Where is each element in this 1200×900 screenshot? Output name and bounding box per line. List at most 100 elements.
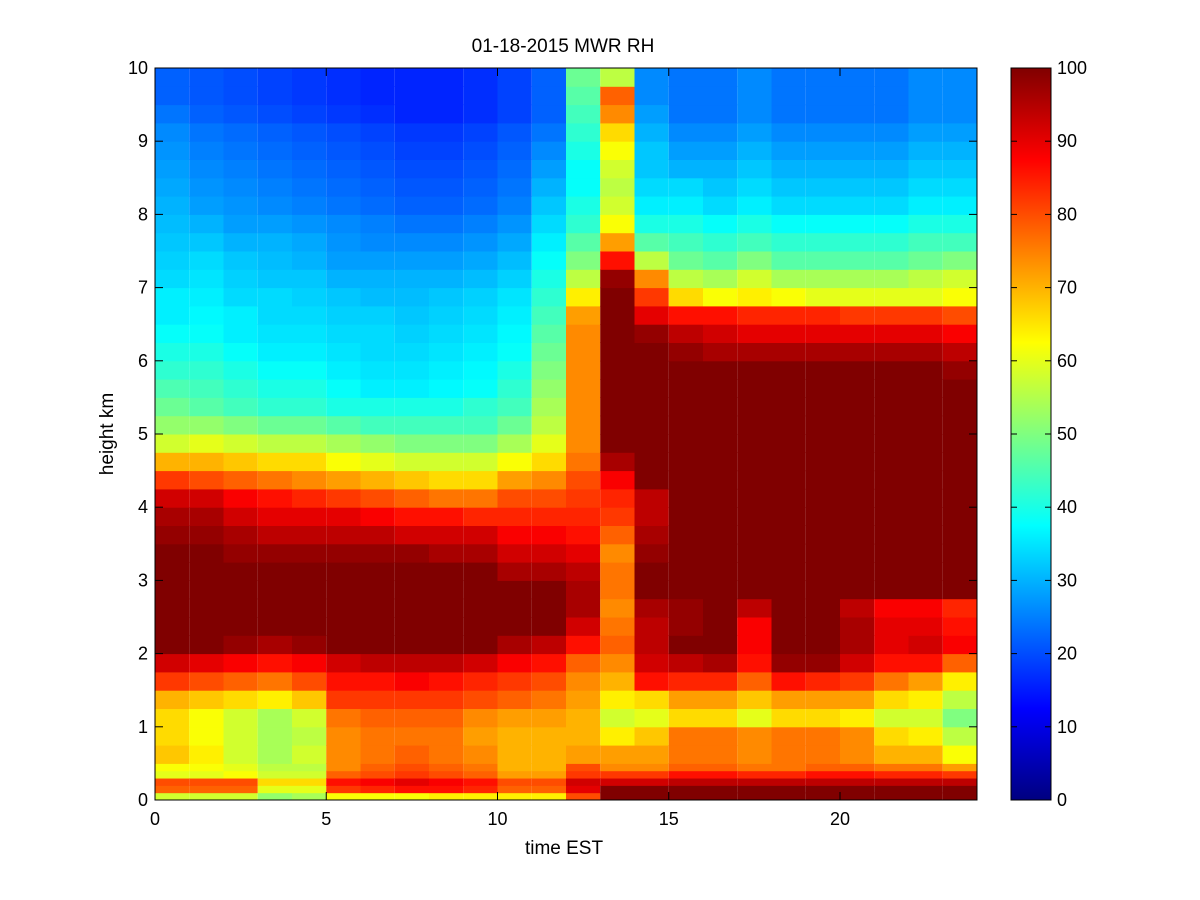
heatmap-cell — [223, 196, 258, 215]
heatmap-cell — [531, 214, 566, 234]
heatmap-cell — [326, 68, 361, 87]
heatmap-cell — [292, 770, 327, 779]
heatmap-cell — [600, 141, 635, 160]
heatmap-cell — [223, 86, 258, 106]
heatmap-cell — [257, 287, 292, 307]
heatmap-cell — [805, 543, 840, 563]
heatmap-cell — [668, 580, 703, 600]
heatmap-cell — [257, 86, 292, 106]
heatmap-cell — [908, 196, 943, 215]
heatmap-cell — [223, 617, 258, 636]
heatmap-cell — [360, 763, 395, 772]
heatmap-cell — [737, 635, 772, 655]
heatmap-cell — [292, 671, 327, 691]
heatmap-cell — [737, 763, 772, 772]
heatmap-cell — [566, 177, 601, 197]
heatmap-cell — [155, 653, 190, 673]
heatmap-cell — [257, 269, 292, 289]
heatmap-cell — [737, 159, 772, 179]
heatmap-cell — [805, 690, 840, 709]
heatmap-cell — [566, 324, 601, 343]
heatmap-cell — [463, 543, 498, 563]
heatmap-cell — [292, 708, 327, 728]
heatmap-cell — [771, 269, 806, 289]
heatmap-cell — [463, 287, 498, 307]
heatmap-cell — [531, 397, 566, 417]
heatmap-cell — [429, 470, 464, 490]
heatmap-cell — [292, 141, 327, 160]
heatmap-cell — [908, 543, 943, 563]
heatmap-cell — [223, 104, 258, 124]
heatmap-cell — [189, 122, 224, 142]
heatmap-cell — [223, 415, 258, 435]
heatmap-cell — [292, 305, 327, 325]
heatmap-cell — [600, 342, 635, 362]
heatmap-cell — [360, 726, 395, 746]
heatmap-cell — [189, 543, 224, 563]
heatmap-cell — [155, 287, 190, 307]
heatmap-cell — [668, 86, 703, 106]
heatmap-cell — [840, 452, 875, 472]
heatmap-cell — [634, 671, 669, 691]
heatmap-cell — [360, 470, 395, 490]
y-tick-label: 6 — [138, 351, 148, 371]
heatmap-cell — [805, 778, 840, 786]
heatmap-cell — [223, 122, 258, 142]
heatmap-cell — [292, 434, 327, 453]
heatmap-cell — [257, 525, 292, 545]
heatmap-cell — [463, 525, 498, 545]
heatmap-cell — [394, 778, 429, 786]
heatmap-cell — [257, 141, 292, 160]
heatmap-cell — [360, 617, 395, 636]
heatmap-cell — [566, 214, 601, 234]
heatmap-cell — [223, 287, 258, 307]
heatmap-cell — [600, 214, 635, 234]
colorbar-tick-label: 90 — [1057, 131, 1077, 151]
heatmap-cell — [668, 726, 703, 746]
heatmap-cell — [463, 785, 498, 794]
heatmap-cell — [497, 653, 532, 673]
heatmap-cell — [566, 770, 601, 779]
heatmap-cell — [257, 598, 292, 618]
heatmap-cell — [771, 745, 806, 764]
heatmap-cell — [634, 305, 669, 325]
heatmap-cell — [668, 122, 703, 142]
heatmap-cell — [429, 269, 464, 289]
heatmap-cell — [531, 269, 566, 289]
heatmap-cell — [703, 452, 738, 472]
heatmap-cell — [394, 617, 429, 636]
heatmap-cell — [463, 470, 498, 490]
y-axis-label: height km — [97, 393, 118, 475]
heatmap-cell — [805, 726, 840, 746]
heatmap-cell — [394, 232, 429, 252]
heatmap-cell — [668, 159, 703, 179]
heatmap-cell — [737, 745, 772, 764]
heatmap-cell — [223, 470, 258, 490]
heatmap-cell — [908, 86, 943, 106]
heatmap-cell — [566, 122, 601, 142]
heatmap-cell — [463, 708, 498, 728]
heatmap-cell — [326, 470, 361, 490]
heatmap-cell — [942, 635, 977, 655]
x-tick-label: 15 — [659, 809, 679, 829]
heatmap-cell — [805, 269, 840, 289]
heatmap-cell — [429, 232, 464, 252]
heatmap-cell — [840, 177, 875, 197]
heatmap-cell — [155, 598, 190, 618]
heatmap-cell — [292, 68, 327, 87]
heatmap-cell — [155, 360, 190, 380]
heatmap-cell — [257, 745, 292, 764]
heatmap-cell — [771, 598, 806, 618]
heatmap-cell — [326, 141, 361, 160]
heatmap-cell — [668, 785, 703, 794]
heatmap-cell — [874, 543, 909, 563]
heatmap-cell — [668, 287, 703, 307]
heatmap-cell — [874, 287, 909, 307]
heatmap-cell — [531, 778, 566, 786]
heatmap-cell — [737, 452, 772, 472]
heatmap-cell — [497, 690, 532, 709]
heatmap-cell — [223, 525, 258, 545]
heatmap-cell — [908, 763, 943, 772]
heatmap-cell — [874, 562, 909, 581]
chart-title: 01-18-2015 MWR RH — [472, 36, 655, 57]
